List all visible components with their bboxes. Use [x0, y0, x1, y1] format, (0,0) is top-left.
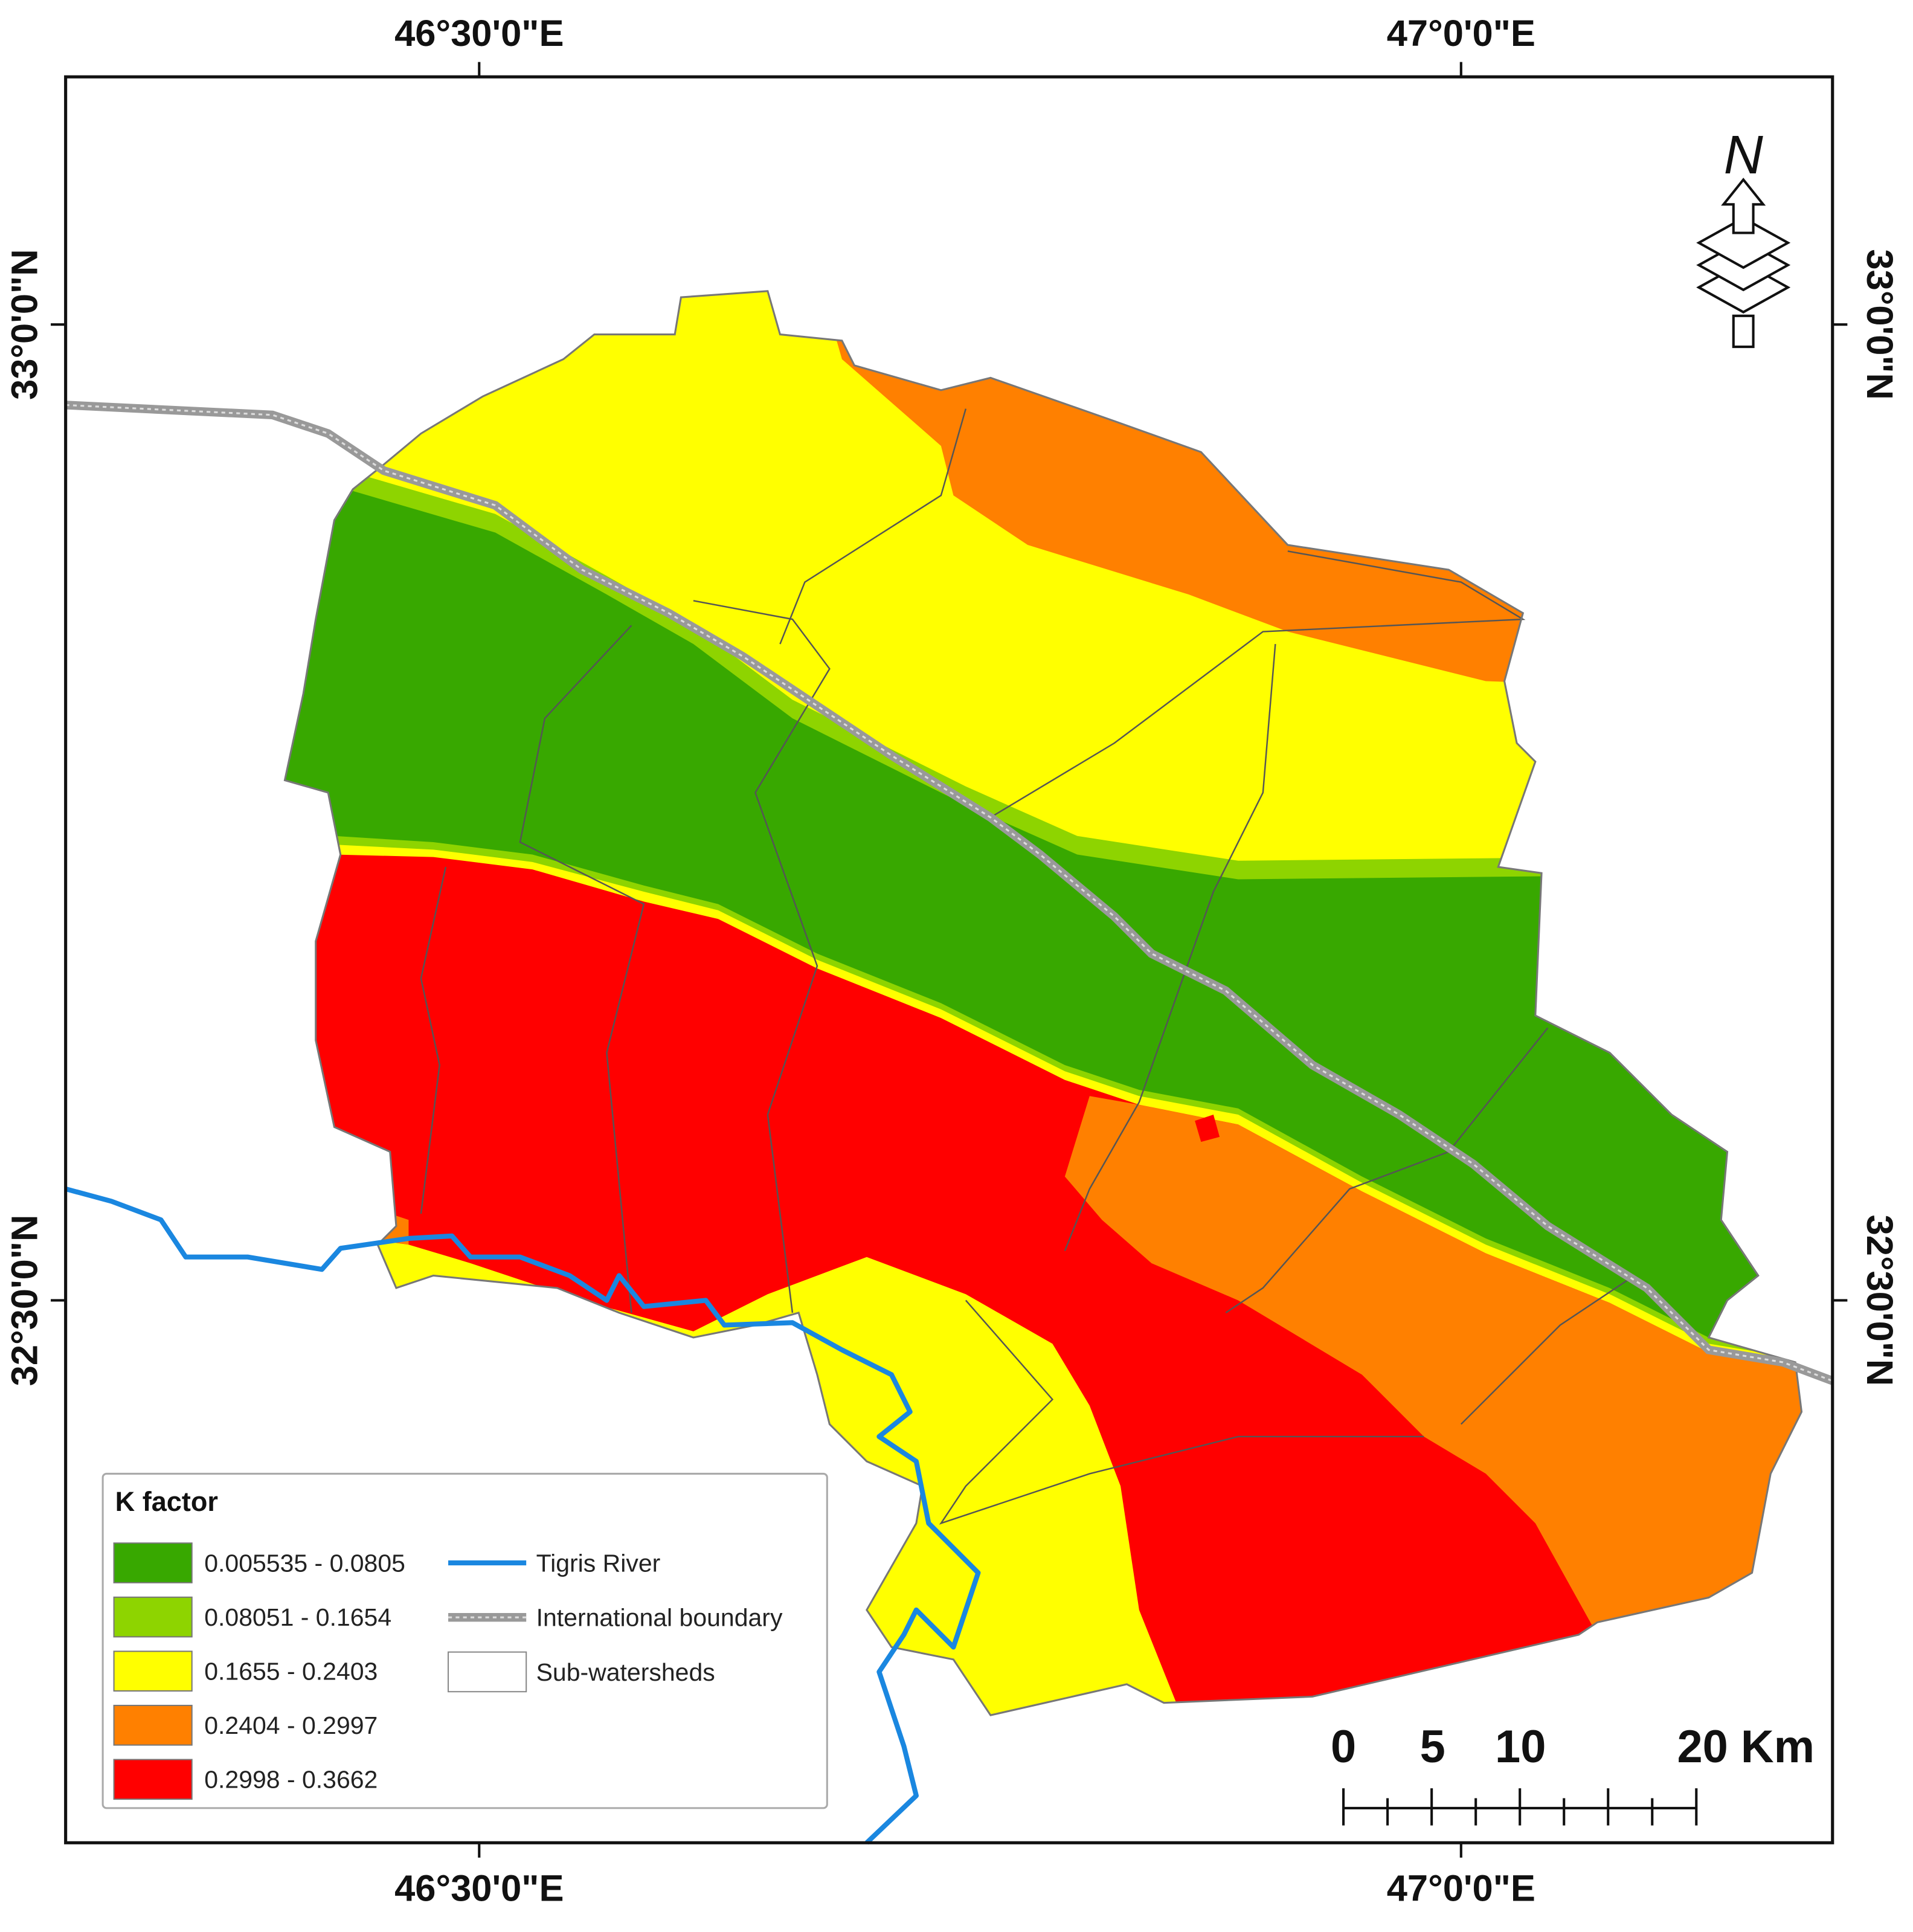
graticule-label: 33°0'0"N	[4, 249, 45, 400]
graticule-label: 46°30'0"E	[394, 1868, 564, 1910]
tigris-river	[65, 1187, 981, 1845]
legend-items: 0.005535 - 0.0805 0.08051 - 0.1654 0.1655 …	[113, 1542, 405, 1800]
graticule-label: 33°0'0"N	[1859, 249, 1900, 400]
graticule-label: 32°30'0"N	[1859, 1215, 1900, 1386]
north-label: N	[1724, 124, 1764, 185]
sub-watersheds	[1225, 1027, 1549, 1313]
legend: K factor 0.005535 - 0.0805 0.08051 - 0.16…	[101, 1472, 828, 1809]
legend-swatch	[113, 1704, 193, 1746]
legend-label: Tigris River	[536, 1549, 661, 1577]
scale-label: 0	[1331, 1721, 1356, 1773]
zone	[1195, 1114, 1220, 1142]
legend-swatch	[113, 1542, 193, 1583]
graticule-label: 32°30'0"N	[4, 1215, 45, 1386]
sub-watersheds	[693, 600, 831, 1313]
legend-label: 0.005535 - 0.0805	[204, 1549, 405, 1577]
legend-swatch	[113, 1759, 193, 1800]
legend-subwatershed-symbol	[448, 1651, 527, 1693]
international-boundary-dash	[65, 404, 1833, 1382]
legend-swatch	[113, 1596, 193, 1638]
legend-label: Sub-watersheds	[536, 1658, 715, 1686]
north-arrow	[1696, 216, 1791, 269]
zone	[1064, 1096, 1802, 1635]
north-arrow	[1721, 178, 1766, 234]
legend-label: International boundary	[536, 1604, 783, 1632]
sub-watersheds	[990, 550, 1526, 819]
sub-watersheds	[1064, 643, 1276, 1251]
graticule-label: 47°0'0"E	[1387, 13, 1535, 54]
graticule-ticks	[51, 62, 1848, 1858]
sub-watersheds	[779, 408, 967, 645]
sub-watersheds	[939, 1299, 1424, 1525]
sub-watersheds	[519, 625, 645, 1313]
legend-label: 0.08051 - 0.1654	[204, 1603, 391, 1631]
scale-bar: 0 5 10 20 Km	[1331, 1721, 1815, 1826]
legend-title: K factor	[115, 1486, 218, 1517]
graticule-label: 46°30'0"E	[394, 13, 564, 54]
legend-box	[101, 1472, 828, 1809]
map-frame	[64, 75, 1834, 1844]
scale-bar	[1342, 1788, 1698, 1826]
scale-label: 20 Km	[1677, 1721, 1815, 1773]
legend-label: 0.1655 - 0.2403	[204, 1658, 378, 1686]
legend-swatch	[113, 1650, 193, 1692]
scale-label: 5	[1420, 1721, 1445, 1773]
sub-watersheds	[420, 866, 447, 1214]
legend-label: 0.2998 - 0.3662	[204, 1766, 378, 1794]
north-arrow	[1732, 314, 1755, 349]
legend-label: 0.2404 - 0.2997	[204, 1711, 378, 1739]
graticule-label: 47°0'0"E	[1387, 1868, 1535, 1910]
north-arrow: N	[1696, 124, 1791, 349]
sub-watersheds	[1460, 1275, 1635, 1425]
sub-watersheds	[283, 290, 1803, 1716]
scale-label: 10	[1495, 1721, 1546, 1773]
